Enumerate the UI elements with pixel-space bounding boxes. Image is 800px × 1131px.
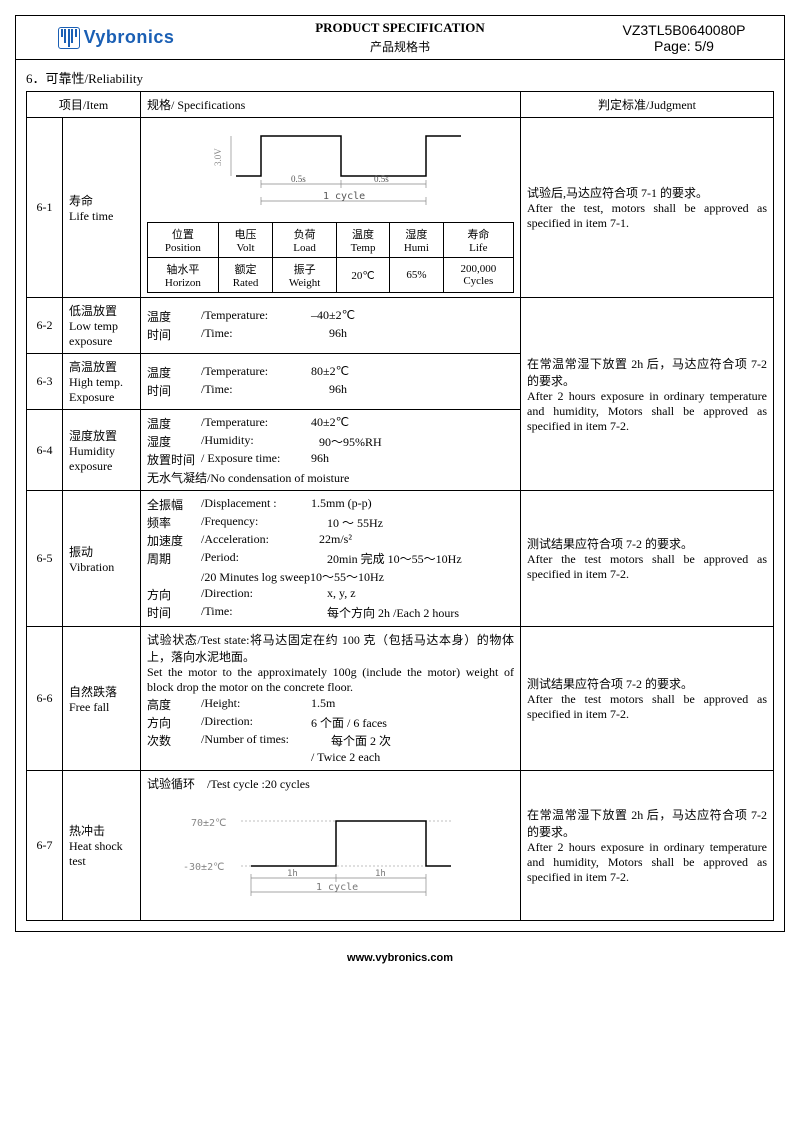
cell-num: 6-1: [27, 118, 63, 298]
page-number: Page: 5/9: [588, 38, 780, 54]
cell-judge-6234: 在常温常湿下放置 2h 后，马达应符合项 7-2 的要求。 After 2 ho…: [521, 298, 774, 491]
item-cn: 寿命: [69, 192, 134, 209]
logo-cell: Vybronics: [16, 16, 216, 59]
header: Vybronics PRODUCT SPECIFICATION 产品规格书 VZ…: [16, 16, 784, 60]
th-judge: 判定标准/Judgment: [521, 92, 774, 118]
th-spec: 规格/ Specifications: [141, 92, 521, 118]
svg-text:0.5s: 0.5s: [374, 174, 389, 184]
svg-text:70±2℃: 70±2℃: [191, 818, 226, 829]
section-name: 可靠性/Reliability: [46, 71, 144, 86]
section-num: 6: [26, 71, 33, 86]
judge-en: After the test, motors shall be approved…: [527, 201, 767, 231]
section-title: 6．可靠性/Reliability: [16, 60, 784, 91]
row-6-5: 6-5 振动Vibration 全振幅/Displacement :1.5mm …: [27, 491, 774, 627]
row-6-7: 6-7 热冲击Heat shocktest 试验循环 /Test cycle :…: [27, 771, 774, 921]
page-border: Vybronics PRODUCT SPECIFICATION 产品规格书 VZ…: [15, 15, 785, 932]
part-number: VZ3TL5B0640080P: [588, 22, 780, 38]
svg-text:0.5s: 0.5s: [291, 174, 306, 184]
judge-cn: 试验后,马达应符合项 7-1 的要求。: [527, 184, 767, 201]
title-cell: PRODUCT SPECIFICATION 产品规格书: [216, 16, 584, 59]
row-6-6: 6-6 自然跌落Free fall 试验状态/Test state:将马达固定在…: [27, 627, 774, 771]
cell-judge: 试验后,马达应符合项 7-1 的要求。 After the test, moto…: [521, 118, 774, 298]
doc-title-en: PRODUCT SPECIFICATION: [220, 20, 580, 36]
waveform-6-1: 3.0V 0.5s 0.5s 1 cycle: [181, 126, 481, 216]
row-6-2: 6-2 低温放置Low tempexposure 温度/Temperature:…: [27, 298, 774, 354]
svg-text:1 cycle: 1 cycle: [316, 882, 358, 893]
doc-title-cn: 产品规格书: [220, 38, 580, 55]
svg-text:-30±2℃: -30±2℃: [183, 862, 224, 873]
reliability-table: 项目/Item 规格/ Specifications 判定标准/Judgment…: [26, 91, 774, 921]
vibration-icon: [58, 27, 80, 49]
svg-text:3.0V: 3.0V: [213, 148, 223, 166]
svg-text:1 cycle: 1 cycle: [323, 191, 365, 202]
svg-text:1h: 1h: [375, 869, 386, 879]
item-en: Life time: [69, 209, 134, 224]
footer-url: www.vybronics.com: [15, 932, 785, 968]
cell-spec: 3.0V 0.5s 0.5s 1 cycle: [141, 118, 521, 298]
table-header-row: 项目/Item 规格/ Specifications 判定标准/Judgment: [27, 92, 774, 118]
life-params-table: 位置Position 电压Volt 负荷Load 温度Temp 湿度Humi 寿…: [147, 222, 514, 293]
th-item: 项目/Item: [27, 92, 141, 118]
row-6-1: 6-1 寿命 Life time 3.0V 0.5s 0.5s: [27, 118, 774, 298]
judge-cn: 在常温常湿下放置 2h 后，马达应符合项 7-2 的要求。: [527, 355, 767, 389]
logo: Vybronics: [58, 27, 175, 49]
waveform-6-7: 70±2℃ -30±2℃ 1h 1h 1 cycle: [171, 796, 491, 916]
judge-en: After 2 hours exposure in ordinary tempe…: [527, 389, 767, 434]
cell-item: 寿命 Life time: [63, 118, 141, 298]
partno-cell: VZ3TL5B0640080P Page: 5/9: [584, 16, 784, 59]
svg-text:1h: 1h: [287, 869, 298, 879]
logo-text: Vybronics: [84, 27, 175, 48]
